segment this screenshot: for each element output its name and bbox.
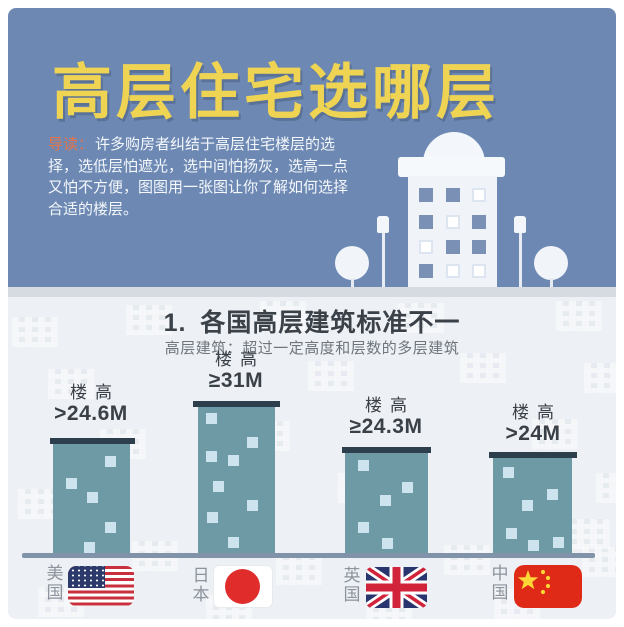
watermark-building: [582, 547, 616, 577]
bar-roof-china: [489, 452, 577, 458]
intro-paragraph: 导读： 许多购房者纠结于高层住宅楼层的选择，选低层怕遮光，选中间怕扬灰，选高一点又…: [48, 134, 350, 220]
page-title: 高层住宅选哪层: [52, 59, 500, 126]
watermark-building: [596, 473, 616, 503]
window-icon: [472, 215, 486, 229]
watermark-building: [532, 419, 578, 449]
intro-label: 导读：: [48, 136, 94, 153]
window-icon: [419, 215, 433, 229]
watermark-building: [126, 305, 172, 335]
apartment-cornice: [398, 157, 505, 177]
watermark-building: [584, 363, 616, 393]
watermark-building: [444, 545, 490, 575]
tree-trunk: [351, 278, 354, 292]
window-icon: [419, 264, 433, 278]
usa-flag-icon: [68, 566, 134, 606]
tree-icon: [335, 246, 369, 280]
bar-label-japan: 楼高 ≥31M: [208, 350, 265, 392]
window-icon: [472, 188, 486, 202]
bar-japan: [198, 407, 275, 553]
street-lamp-icon: [514, 216, 526, 233]
china-flag-icon: [514, 565, 582, 608]
country-label-uk: 英国: [343, 566, 361, 604]
section-title: 1. 各国高层建筑标准不一: [163, 309, 461, 337]
watermark-building: [398, 303, 444, 333]
window-icon: [446, 264, 460, 278]
baseline: [22, 553, 595, 558]
apartment-body: [408, 176, 497, 289]
japan-flag-icon: [214, 566, 272, 607]
bar-roof-uk: [342, 447, 431, 453]
street-lamp-pole: [519, 233, 522, 289]
watermark-building: [260, 301, 306, 331]
section-subtitle: 高层建筑：超过一定高度和层数的多层建筑: [164, 340, 460, 357]
street-lamp-pole: [382, 233, 385, 289]
window-icon: [446, 188, 460, 202]
window-icon: [419, 188, 433, 202]
bar-label-china: 楼高 >24M: [505, 403, 562, 445]
window-icon: [446, 240, 460, 254]
window-icon: [419, 240, 433, 254]
country-label-japan: 日本: [192, 566, 210, 604]
bar-roof-japan: [193, 401, 280, 407]
country-label-usa: 美国: [46, 564, 64, 602]
window-icon: [472, 264, 486, 278]
street-ground: [8, 287, 616, 297]
bar-label-uk: 楼高 ≥24.3M: [349, 396, 423, 438]
bar-roof-usa: [50, 438, 135, 444]
uk-flag-icon: [366, 567, 427, 608]
tree-trunk: [550, 278, 553, 292]
window-icon: [446, 215, 460, 229]
hero-panel: 高层住宅选哪层 导读： 许多购房者纠结于高层住宅楼层的选择，选低层怕遮光，选中间怕…: [8, 8, 616, 297]
watermark-building: [48, 369, 94, 399]
bar-usa: [53, 444, 130, 553]
watermark-building: [556, 301, 602, 331]
watermark-building: [460, 353, 506, 383]
tree-icon: [534, 246, 568, 280]
intro-text: 许多购房者纠结于高层住宅楼层的选择，选低层怕遮光，选中间怕扬灰，选高一点又怕不方…: [48, 136, 349, 218]
window-icon: [472, 240, 486, 254]
country-label-china: 中国: [491, 564, 509, 602]
section-number: 1.: [163, 309, 187, 337]
bar-china: [493, 458, 572, 553]
bar-label-usa: 楼高 >24.6M: [54, 383, 128, 425]
watermark-building: [276, 555, 322, 585]
watermark-building: [12, 317, 58, 347]
street-lamp-icon: [377, 216, 389, 233]
watermark-building: [308, 361, 354, 391]
bar-uk: [345, 453, 428, 553]
